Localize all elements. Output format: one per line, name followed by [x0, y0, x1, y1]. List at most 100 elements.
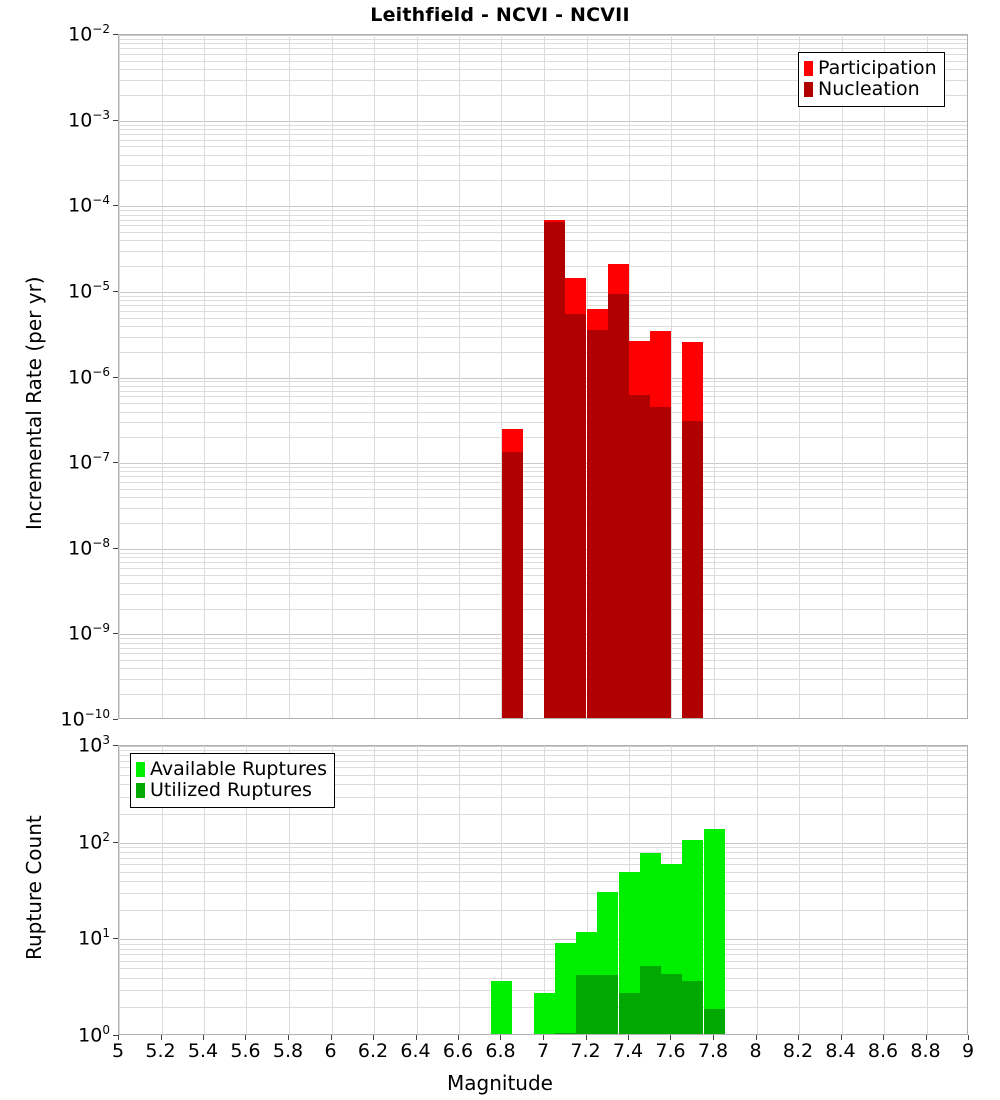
- x-tick-mark: [543, 1035, 544, 1040]
- gridline-vertical: [927, 35, 928, 718]
- gridline-horizontal: [119, 232, 967, 233]
- legend-item-participation: Participation: [804, 59, 937, 78]
- x-tick-label: 5.8: [272, 1040, 304, 1062]
- x-tick-mark: [373, 1035, 374, 1040]
- bar-utilized-ruptures: [704, 1009, 725, 1034]
- x-tick-mark: [416, 1035, 417, 1040]
- x-tick-label: 5.2: [145, 1040, 176, 1062]
- gridline-horizontal: [119, 437, 967, 438]
- gridline-horizontal: [119, 961, 967, 962]
- gridline-horizontal: [119, 240, 967, 241]
- bar-utilized-ruptures: [661, 974, 682, 1034]
- x-tick-label: 8: [749, 1040, 762, 1062]
- x-tick-label: 5: [111, 1040, 125, 1062]
- top-y-tick-label: 10−10: [60, 707, 110, 731]
- gridline-horizontal: [119, 296, 967, 297]
- gridline-horizontal: [119, 847, 967, 848]
- gridline-vertical: [119, 35, 120, 718]
- gridline-horizontal: [119, 562, 967, 563]
- bar-nucleation: [608, 294, 629, 718]
- bar-nucleation: [650, 407, 671, 718]
- gridline-horizontal: [119, 300, 967, 301]
- gridline-horizontal: [119, 412, 967, 413]
- x-tick-label: 7.6: [655, 1040, 686, 1062]
- gridline-vertical: [884, 746, 885, 1034]
- gridline-horizontal: [119, 638, 967, 639]
- legend-item-utilized-ruptures: Utilized Ruptures: [136, 781, 327, 800]
- bar-nucleation: [629, 395, 650, 718]
- gridline-horizontal: [119, 215, 967, 216]
- bottom-y-tick-label: 102: [78, 829, 110, 853]
- gridline-horizontal: [119, 54, 967, 55]
- y-tick-mark: [113, 938, 118, 939]
- legend-label-utilized-ruptures: Utilized Ruptures: [150, 779, 312, 801]
- gridline-vertical: [289, 35, 290, 718]
- gridline-horizontal: [119, 694, 967, 695]
- legend-top: Participation Nucleation: [798, 52, 945, 107]
- gridline-horizontal: [119, 225, 967, 226]
- bar-available-ruptures: [534, 993, 555, 1034]
- gridline-horizontal: [119, 378, 967, 379]
- y-tick-mark: [113, 205, 118, 206]
- legend-item-available-ruptures: Available Ruptures: [136, 760, 327, 779]
- gridline-horizontal: [119, 549, 967, 550]
- gridline-horizontal: [119, 43, 967, 44]
- gridline-vertical: [459, 746, 460, 1034]
- top-plot-panel: [118, 34, 968, 719]
- x-tick-label: 8.6: [867, 1040, 899, 1062]
- x-tick-mark: [798, 1035, 799, 1040]
- gridline-horizontal: [119, 391, 967, 392]
- top-y-tick-label: 10−7: [68, 450, 110, 474]
- gridline-vertical: [927, 746, 928, 1034]
- bar-nucleation: [587, 330, 608, 718]
- gridline-vertical: [501, 746, 502, 1034]
- gridline-vertical: [501, 35, 502, 718]
- gridline-vertical: [374, 746, 375, 1034]
- gridline-horizontal: [119, 134, 967, 135]
- gridline-horizontal: [119, 251, 967, 252]
- x-tick-label: 6.2: [357, 1040, 389, 1062]
- y-tick-mark: [113, 1035, 118, 1036]
- gridline-horizontal: [119, 668, 967, 669]
- bar-available-ruptures: [555, 943, 576, 1034]
- x-tick-mark: [968, 1035, 969, 1040]
- gridline-horizontal: [119, 463, 967, 464]
- x-tick-mark: [756, 1035, 757, 1040]
- gridline-horizontal: [119, 910, 967, 911]
- gridline-vertical: [332, 35, 333, 718]
- gridline-horizontal: [119, 648, 967, 649]
- top-y-tick-label: 10−5: [68, 278, 110, 303]
- gridline-horizontal: [119, 220, 967, 221]
- gridline-horizontal: [119, 949, 967, 950]
- gridline-horizontal: [119, 784, 967, 785]
- gridline-horizontal: [119, 206, 967, 207]
- gridline-horizontal: [119, 381, 967, 382]
- y-tick-mark: [113, 291, 118, 292]
- x-tick-label: 5.6: [230, 1040, 261, 1062]
- nucleation-swatch-icon: [804, 82, 813, 97]
- gridline-horizontal: [119, 553, 967, 554]
- bar-available-ruptures: [491, 981, 512, 1034]
- gridline-horizontal: [119, 523, 967, 524]
- y-tick-mark: [113, 377, 118, 378]
- gridline-horizontal: [119, 386, 967, 387]
- x-tick-mark: [883, 1035, 884, 1040]
- gridline-horizontal: [119, 80, 967, 81]
- gridline-horizontal: [119, 210, 967, 211]
- gridline-vertical: [799, 35, 800, 718]
- gridline-horizontal: [119, 643, 967, 644]
- gridline-vertical: [757, 746, 758, 1034]
- legend-label-nucleation: Nucleation: [818, 78, 920, 100]
- gridline-horizontal: [119, 775, 967, 776]
- y-tick-mark: [113, 34, 118, 35]
- available-ruptures-swatch-icon: [136, 762, 145, 777]
- gridline-horizontal: [119, 311, 967, 312]
- gridline-vertical: [246, 746, 247, 1034]
- gridline-vertical: [884, 35, 885, 718]
- gridline-vertical: [332, 746, 333, 1034]
- x-tick-label: 5.4: [187, 1040, 219, 1062]
- legend-label-participation: Participation: [818, 57, 937, 79]
- x-tick-mark: [331, 1035, 332, 1040]
- gridline-horizontal: [119, 978, 967, 979]
